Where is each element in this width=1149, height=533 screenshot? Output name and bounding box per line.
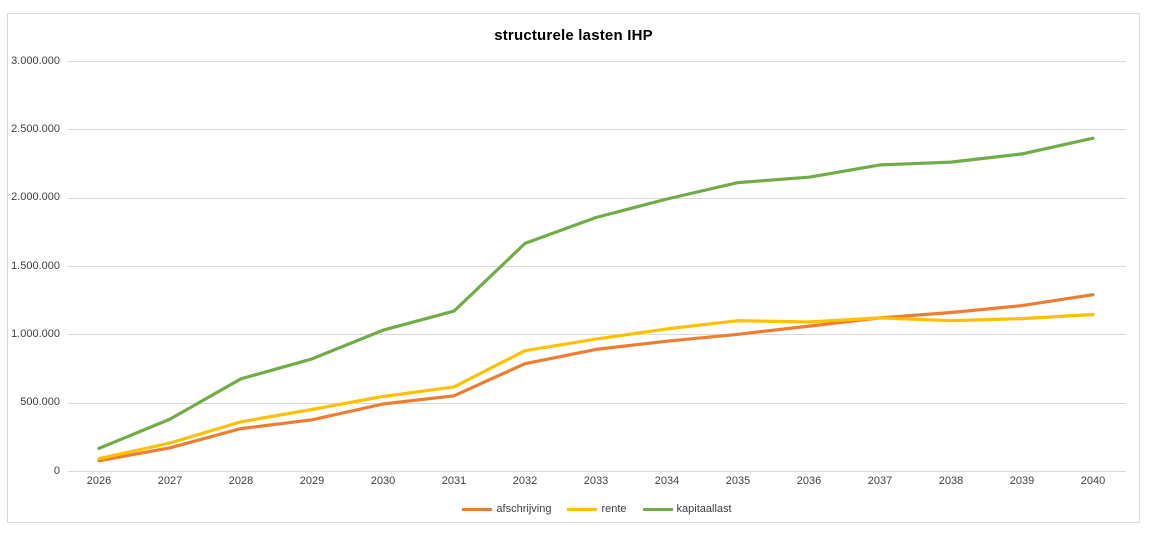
legend-label: afschrijving: [496, 503, 552, 515]
series-line-rente: [97, 312, 1095, 461]
x-tick-label: 2026: [86, 475, 112, 487]
x-tick-label: 2031: [441, 475, 467, 487]
legend-item-afschrijving: afschrijving: [462, 503, 551, 515]
x-tick-label: 2035: [725, 475, 751, 487]
x-tick-label: 2038: [938, 475, 964, 487]
series-line-afschrijving: [97, 293, 1095, 463]
x-tick-label: 2033: [583, 475, 609, 487]
legend-swatch-kapitaallast: [642, 507, 673, 511]
series-line-kapitaallast: [97, 136, 1095, 450]
legend-label: rente: [601, 503, 627, 515]
y-tick-label: 0: [53, 464, 60, 477]
legend-swatch-rente: [567, 507, 598, 511]
x-tick-label: 2040: [1080, 475, 1106, 487]
legend-label: kapitaallast: [676, 503, 732, 515]
chart-frame: structurele lasten IHP 0 500.000 1.000.000…: [7, 13, 1140, 523]
y-tick-label: 2.000.000: [11, 191, 60, 204]
x-tick-label: 2028: [228, 475, 254, 487]
legend-item-kapitaallast: kapitaallast: [642, 503, 732, 515]
x-tick-label: 2036: [796, 475, 822, 487]
x-tick-label: 2027: [157, 475, 183, 487]
x-tick-label: 2029: [299, 475, 325, 487]
x-tick-label: 2039: [1009, 475, 1035, 487]
x-tick-label: 2030: [370, 475, 396, 487]
x-tick-label: 2032: [512, 475, 538, 487]
plot-area: [68, 61, 1126, 472]
legend-swatch-afschrijving: [462, 507, 493, 511]
y-tick-label: 1.500.000: [11, 259, 60, 272]
y-tick-label: 2.500.000: [11, 122, 60, 135]
x-tick-label: 2037: [867, 475, 893, 487]
legend-item-rente: rente: [567, 503, 627, 515]
y-tick-label: 3.000.000: [11, 54, 60, 67]
legend: afschrijving rente kapitaallast: [68, 501, 1126, 517]
x-tick-label: 2034: [654, 475, 680, 487]
chart-title: structurele lasten IHP: [494, 27, 653, 44]
y-tick-label: 500.000: [20, 396, 60, 409]
y-tick-label: 1.000.000: [11, 327, 60, 340]
